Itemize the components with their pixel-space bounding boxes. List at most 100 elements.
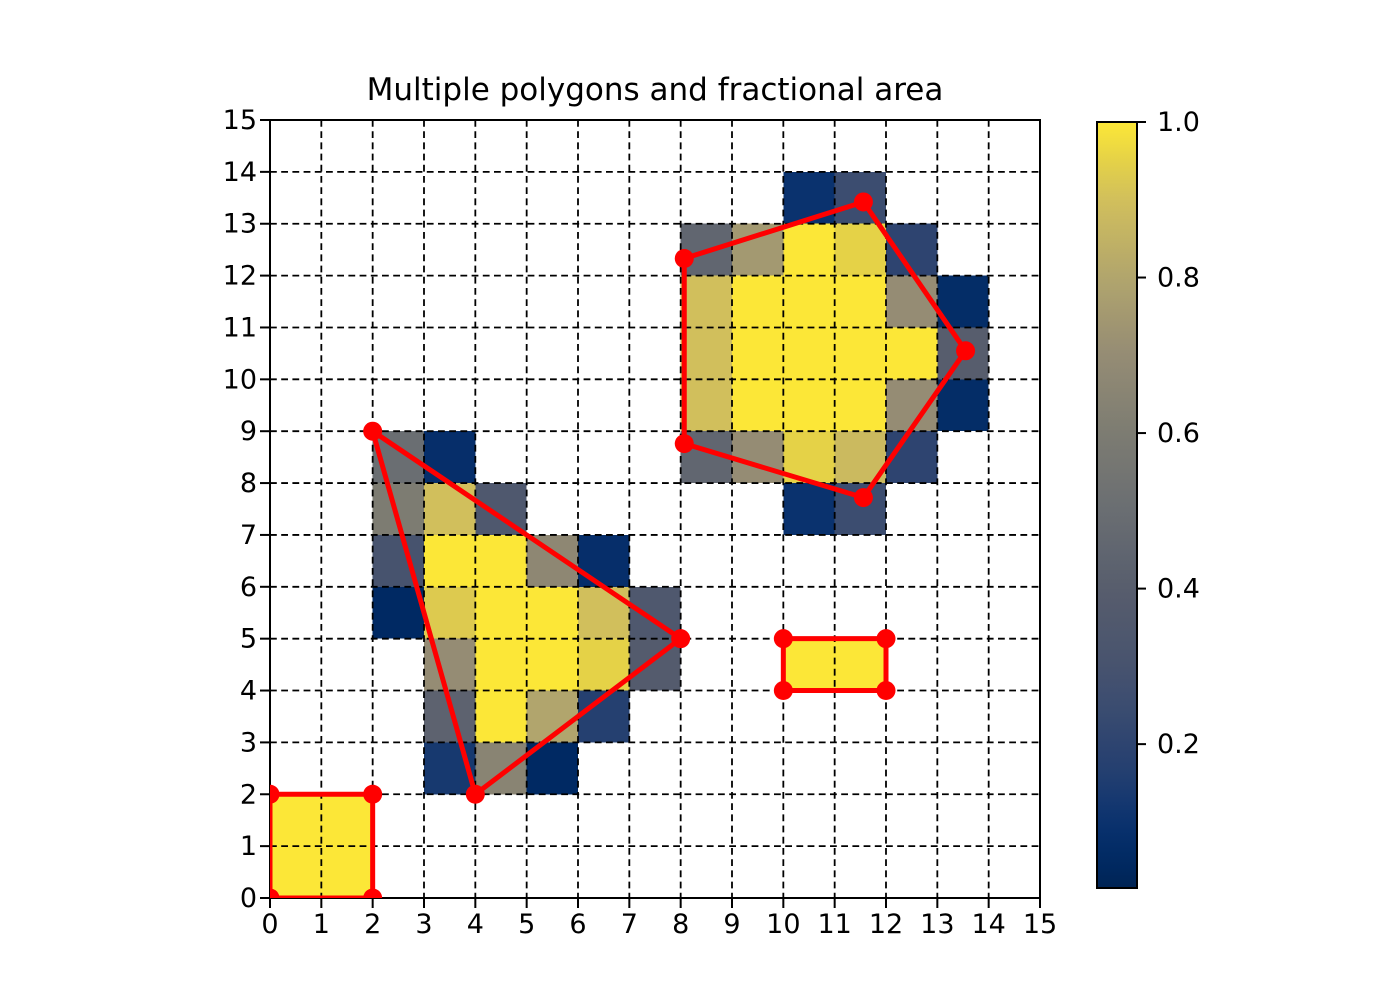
heatmap-cell <box>270 794 322 847</box>
axis-tick-labels: 0 1 2 3 4 5 6 7 8 9 10 11 12 13 14 15012345678910111213… <box>223 105 1058 940</box>
x-tick-label: 13 <box>920 909 954 940</box>
heatmap-cell <box>937 379 989 432</box>
x-tick-label: 9 <box>723 909 740 940</box>
colorbar-gradient <box>1097 122 1137 888</box>
x-tick-label: 5 <box>518 909 535 940</box>
x-tick-label: 6 <box>569 909 586 940</box>
heatmap-cell <box>475 690 527 743</box>
x-tick-label: 11 <box>817 909 851 940</box>
heatmap-cell <box>783 275 835 328</box>
x-tick-label: 15 <box>1023 909 1057 940</box>
square-vertex-marker <box>363 784 383 804</box>
heatmap-cell <box>526 638 578 691</box>
x-tick-label: 4 <box>467 909 484 940</box>
heatmap-cell <box>886 327 938 380</box>
square-vertex-marker <box>363 888 383 898</box>
colorbar-tick-label: 0.8 <box>1157 263 1200 294</box>
x-tick-label: 8 <box>672 909 689 940</box>
heatmap-cell <box>783 327 835 380</box>
y-tick-label: 7 <box>240 520 257 551</box>
x-tick-label: 7 <box>621 909 638 940</box>
x-tick-label: 0 <box>261 909 278 940</box>
heatmap-cell <box>783 223 835 276</box>
pentagon-vertex-marker <box>674 434 694 454</box>
heatmap-cell <box>270 846 322 898</box>
y-tick-label: 15 <box>223 105 257 136</box>
heatmap-cell <box>321 846 373 898</box>
plot-spine <box>269 119 1041 899</box>
y-tick-label: 2 <box>240 779 257 810</box>
heatmap-cell <box>475 638 527 691</box>
heatmap-cell <box>680 379 732 432</box>
y-tick-label: 1 <box>240 831 257 862</box>
pentagon-vertex-marker <box>956 341 976 361</box>
heatmap-cells <box>270 171 989 898</box>
y-tick-label: 12 <box>223 261 257 292</box>
chart-title: Multiple polygons and fractional area <box>366 72 944 108</box>
heatmap-cell <box>475 534 527 587</box>
heatmap-cell <box>732 431 784 484</box>
y-tick-label: 11 <box>223 312 257 343</box>
y-tick-label: 0 <box>240 883 257 914</box>
x-tick-label: 1 <box>313 909 330 940</box>
heatmap-cell <box>424 586 476 639</box>
heatmap-cell <box>834 275 886 328</box>
heatmap-cell <box>834 379 886 432</box>
heatmap-cell <box>732 379 784 432</box>
colorbar-tick-label: 0.4 <box>1157 574 1200 605</box>
triangle-vertex-marker <box>671 629 691 649</box>
y-tick-label: 9 <box>240 416 257 447</box>
pentagon-vertex-marker <box>853 192 873 212</box>
polygon-outline-triangle <box>370 428 684 797</box>
rectangle-vertex-marker <box>876 629 896 649</box>
heatmap-cell <box>372 586 424 639</box>
y-tick-label: 4 <box>240 676 257 707</box>
heatmap-cell <box>578 586 630 639</box>
axis-ticks <box>260 119 1041 908</box>
heatmap-cell <box>783 379 835 432</box>
y-tick-label: 14 <box>223 157 257 188</box>
x-tick-label: 10 <box>766 909 800 940</box>
colorbar-tick-labels: 1.0 0.8 0.6 0.4 0.2 <box>1157 107 1200 760</box>
heatmap-cell <box>783 638 835 691</box>
rectangle-vertex-marker <box>773 629 793 649</box>
rectangle-vertex-marker <box>773 681 793 701</box>
heatmap-cell <box>783 483 835 535</box>
heatmap-cell <box>424 534 476 587</box>
square-vertex-marker <box>270 784 280 804</box>
pentagon-vertex-marker <box>674 248 694 268</box>
heatmap-cell <box>834 223 886 276</box>
colorbar-tick-label: 0.2 <box>1157 729 1200 760</box>
heatmap-cell <box>834 327 886 380</box>
rectangle-vertex-marker <box>876 681 896 701</box>
heatmap-cell <box>321 794 373 847</box>
y-tick-label: 5 <box>240 624 257 655</box>
square-vertex-marker <box>270 888 280 898</box>
x-tick-label: 3 <box>415 909 432 940</box>
y-tick-label: 6 <box>240 572 257 603</box>
colorbar-tick-label: 1.0 <box>1157 107 1200 138</box>
y-tick-label: 13 <box>223 209 257 240</box>
heatmap-cell <box>680 275 732 328</box>
heatmap-cell <box>424 431 476 484</box>
x-tick-label: 14 <box>971 909 1005 940</box>
x-tick-label: 12 <box>869 909 903 940</box>
colorbar-tick-label: 0.6 <box>1157 418 1200 449</box>
heatmap-cell <box>475 586 527 639</box>
heatmap-cell <box>578 534 630 587</box>
triangle-vertex-marker <box>465 784 485 804</box>
colorbar-ticks <box>1137 121 1146 746</box>
pentagon-vertex-marker <box>853 488 873 508</box>
heatmap-cell <box>732 327 784 380</box>
colorbar-outline <box>1096 121 1138 889</box>
x-tick-label: 2 <box>364 909 381 940</box>
heatmap-cell <box>834 638 886 691</box>
y-tick-label: 10 <box>223 364 257 395</box>
y-tick-label: 8 <box>240 468 257 499</box>
polygon-outline-pentagon <box>681 199 969 501</box>
heatmap-cell <box>732 275 784 328</box>
triangle-vertex-marker <box>363 421 383 441</box>
heatmap-cell <box>680 327 732 380</box>
